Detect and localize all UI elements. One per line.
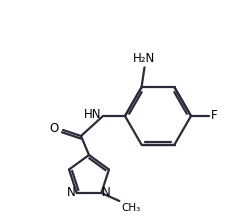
Text: N: N [102,186,111,199]
Text: H₂N: H₂N [133,52,156,65]
Text: O: O [50,123,59,136]
Text: CH₃: CH₃ [121,203,141,213]
Text: F: F [211,109,218,123]
Text: HN: HN [83,109,101,121]
Text: N: N [67,186,76,199]
